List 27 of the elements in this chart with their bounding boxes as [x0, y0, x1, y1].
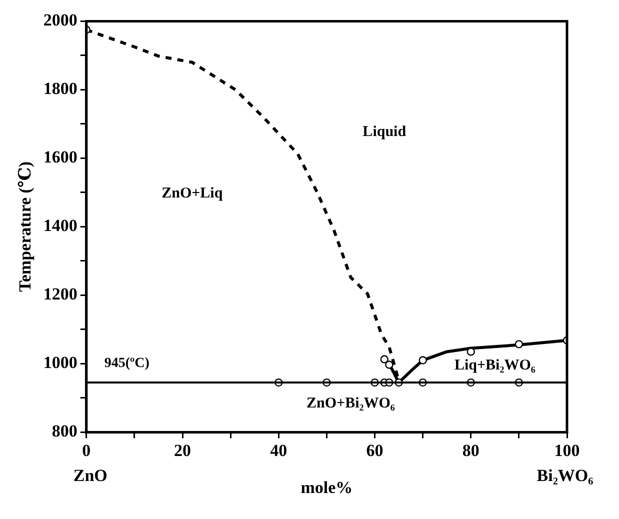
y-axis-title: Temperature (℃)	[16, 162, 35, 292]
annotation: ZnO+Bi₂WO₆	[306, 395, 396, 412]
annotation: Liquid	[362, 124, 407, 140]
y-tick-label: 1800	[43, 79, 78, 98]
x-tick-label: 40	[270, 440, 288, 460]
x-axis-title: mole%	[300, 478, 353, 498]
y-tick-label: 800	[52, 422, 78, 441]
point	[514, 340, 524, 348]
x-tick-label: 100	[554, 440, 580, 460]
x-tick-label: 80	[462, 440, 480, 460]
text: ZnO	[73, 466, 108, 486]
x-tick-label: 60	[366, 440, 384, 460]
y-tick-label: 1600	[43, 148, 78, 167]
y-tick-label: 1000	[43, 353, 78, 372]
point	[418, 356, 427, 364]
annotation: ZnO+Liq	[162, 186, 224, 202]
y-tick-label: 2000	[43, 10, 78, 30]
ref-line-label: 945(ºC)	[104, 356, 150, 372]
point	[380, 355, 388, 364]
y-tick-label: 1200	[43, 284, 78, 304]
y-tick-label: 1400	[43, 216, 78, 236]
x-tick-label: 20	[174, 440, 192, 460]
text: Bi₂WO₆	[536, 466, 594, 486]
point	[385, 360, 394, 369]
point	[466, 348, 475, 356]
annotation: Liq+Bi₂WO₆	[454, 357, 536, 374]
x-tick-label: 0	[82, 440, 91, 460]
